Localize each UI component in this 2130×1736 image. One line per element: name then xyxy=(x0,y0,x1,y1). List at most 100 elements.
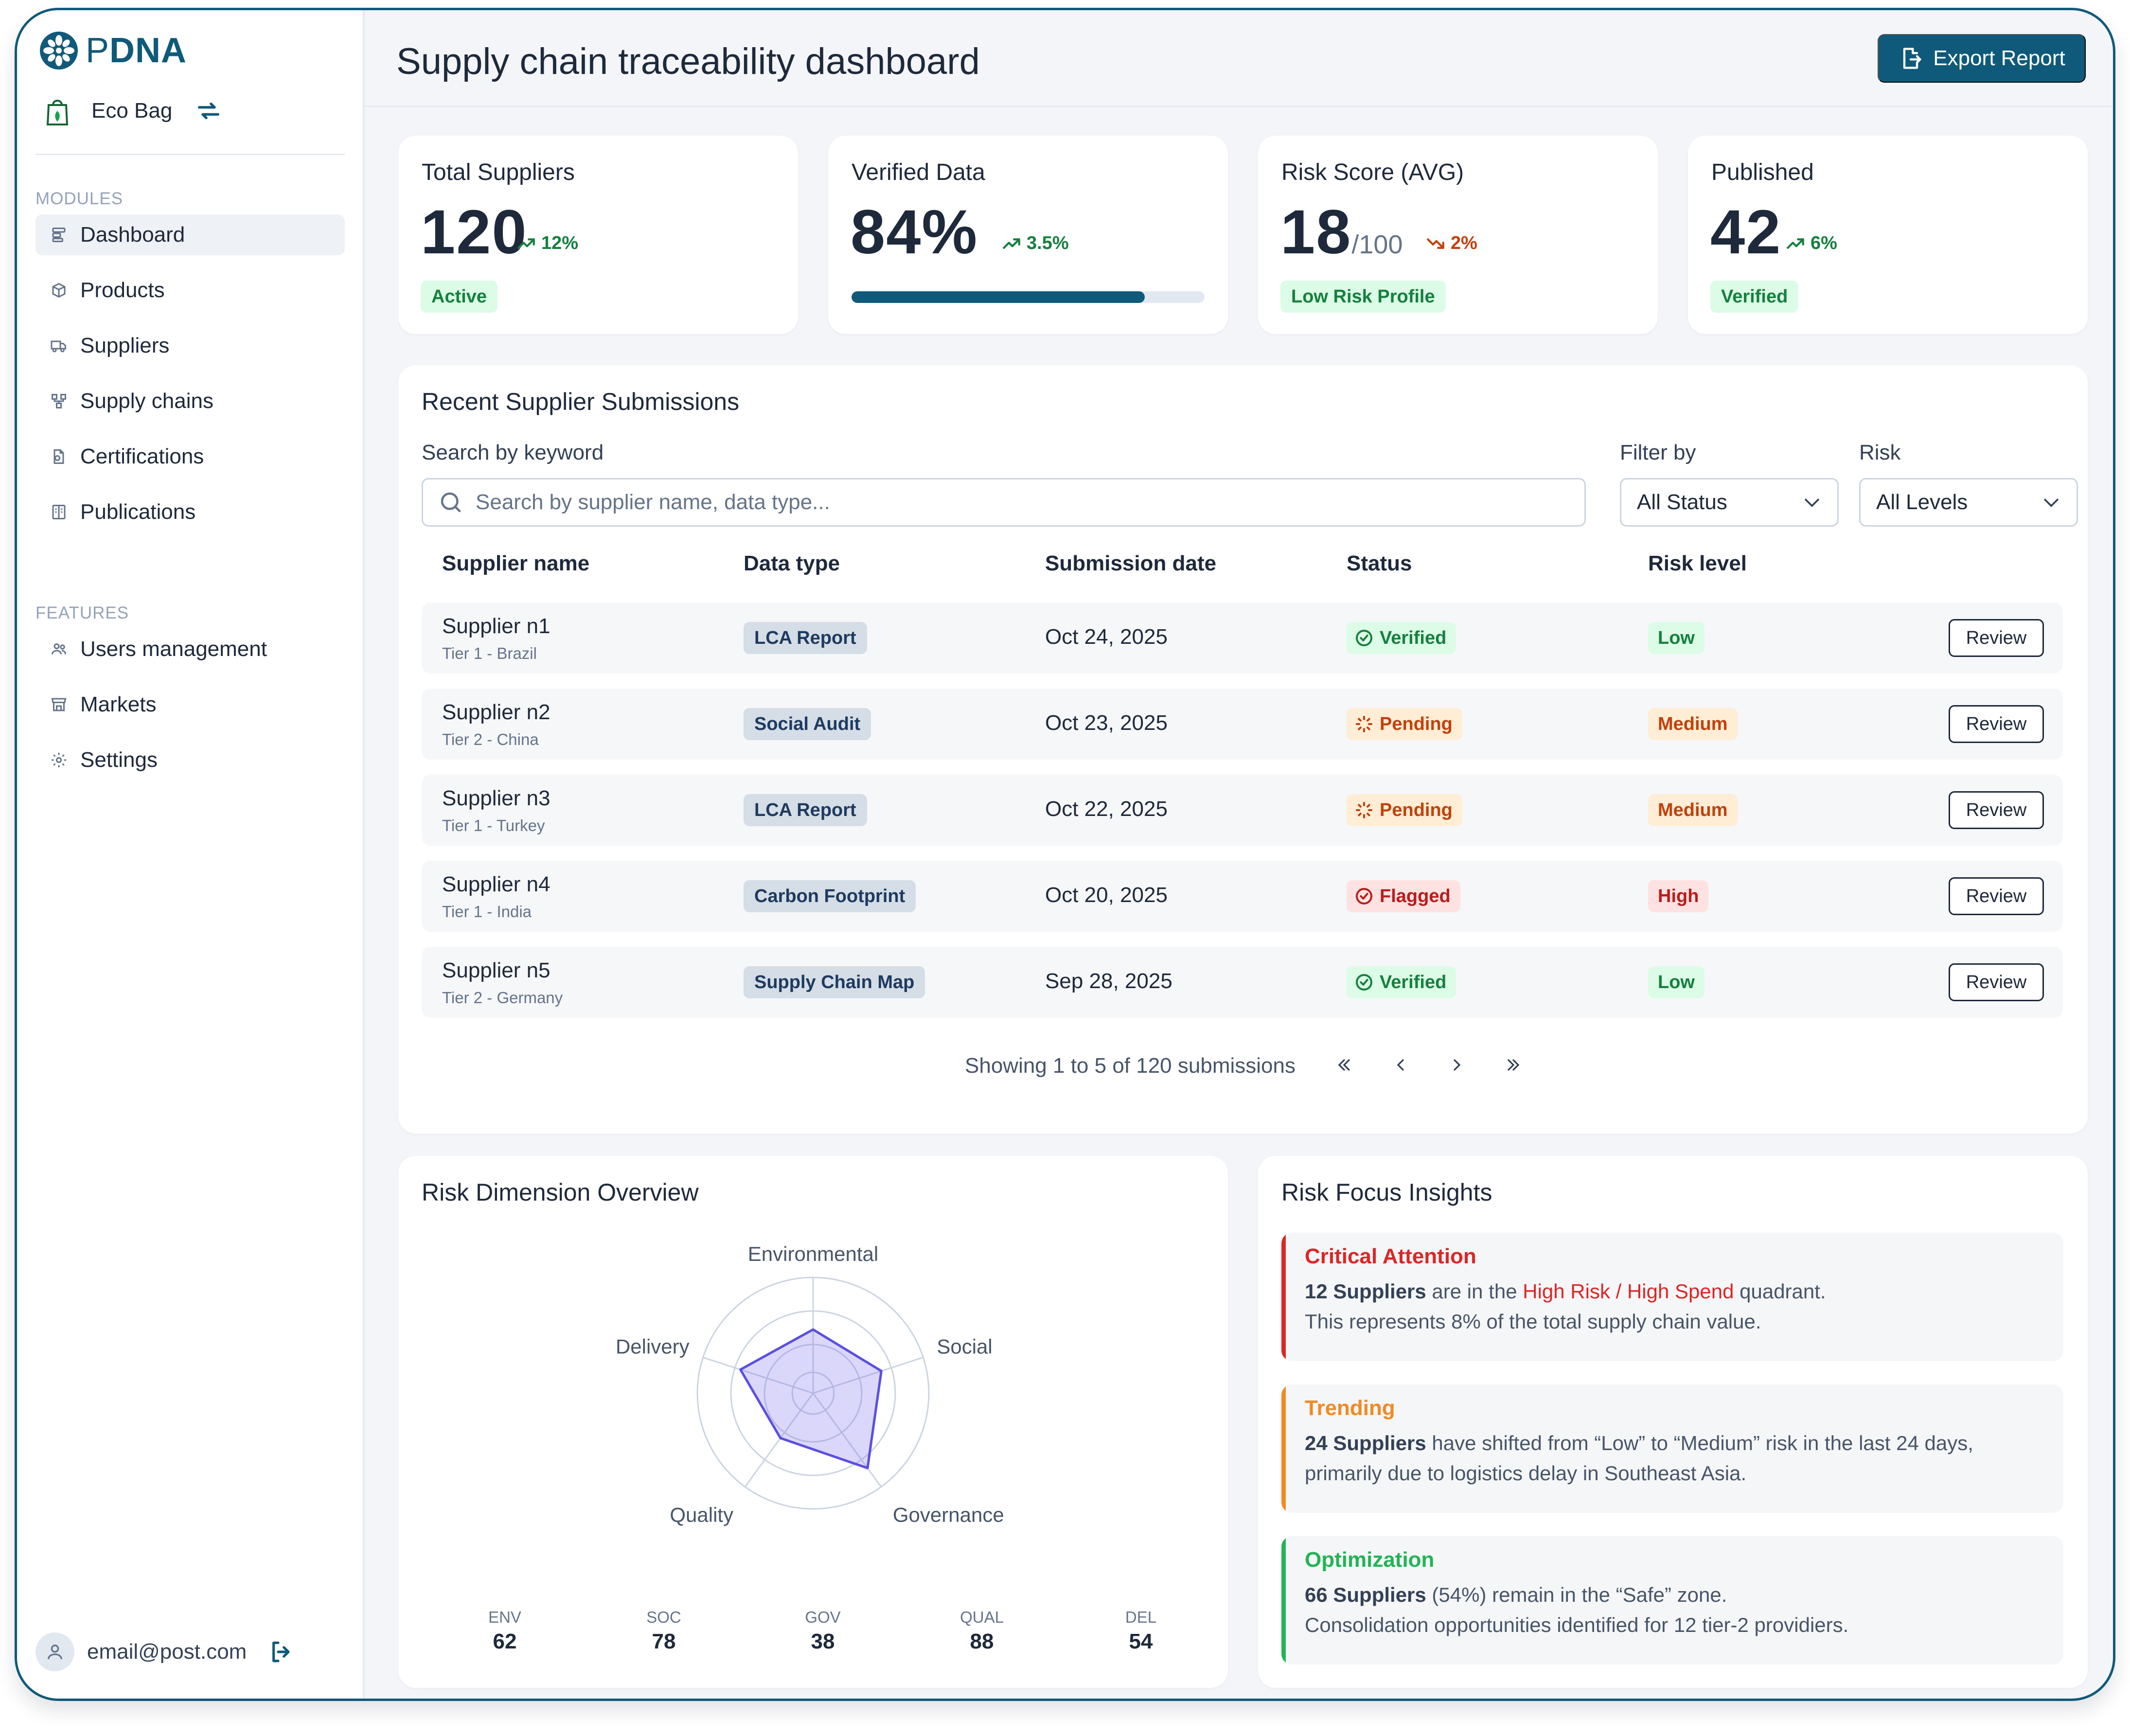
status-badge: Verified xyxy=(1347,622,1456,654)
export-label: Export Report xyxy=(1933,46,2065,70)
sidebar-item-suppliers[interactable]: Suppliers xyxy=(36,325,345,366)
risk-filter-select[interactable]: All Levels xyxy=(1859,478,2078,527)
table-row[interactable]: Supplier n3 Tier 1 - Turkey LCA Report O… xyxy=(422,775,2063,846)
app-logo[interactable]: PDNA xyxy=(39,31,187,71)
previous-page-button[interactable] xyxy=(1384,1048,1418,1082)
insight-optimization: Optimization 66 Suppliers (54%) remain i… xyxy=(1281,1536,2063,1665)
radar-chart: Environmental Social Governance Quality Deli… xyxy=(616,1242,1004,1526)
features-section-label: FEATURES xyxy=(36,603,129,622)
swap-icon[interactable] xyxy=(195,97,223,125)
supplier-tier: Tier 1 - Turkey xyxy=(442,816,545,834)
sidebar-item-label: Suppliers xyxy=(80,334,170,357)
table-row[interactable]: Supplier n5 Tier 2 - Germany Supply Chai… xyxy=(422,947,2063,1018)
truck-icon xyxy=(51,340,66,353)
radar-axis-label: Delivery xyxy=(616,1335,690,1358)
product-name: Eco Bag xyxy=(91,99,173,123)
sidebar-item-label: Products xyxy=(80,278,165,302)
pdna-logo-icon xyxy=(40,32,78,70)
insight-trending: Trending 24 Suppliers have shifted from … xyxy=(1281,1384,2063,1513)
data-type-badge: LCA Report xyxy=(744,794,867,826)
section-title: Risk Focus Insights xyxy=(1281,1179,1492,1206)
column-header-supplier[interactable]: Supplier name xyxy=(442,551,590,575)
insight-text-line: This represents 8% of the total supply c… xyxy=(1305,1310,1761,1333)
stat-value: 18/100 xyxy=(1280,196,1402,268)
sidebar-item-settings[interactable]: Settings xyxy=(36,740,345,780)
sidebar-item-products[interactable]: Products xyxy=(36,270,345,311)
first-page-button[interactable] xyxy=(1327,1048,1361,1082)
review-button[interactable]: Review xyxy=(1949,877,2044,915)
status-badge: Verified xyxy=(1347,966,1456,998)
metric-key: ENV xyxy=(488,1608,521,1626)
sidebar-item-dashboard[interactable]: Dashboard xyxy=(36,214,345,255)
search-label: Search by keyword xyxy=(422,441,604,464)
metric-value: 78 xyxy=(652,1630,676,1653)
column-header-date[interactable]: Submission date xyxy=(1045,551,1217,575)
trend-value: 6% xyxy=(1810,233,1837,253)
stat-card-risk-score: Risk Score (AVG) 18/100 2% Low Risk Prof… xyxy=(1258,136,1658,334)
check-circle-icon xyxy=(1356,630,1372,646)
next-page-button[interactable] xyxy=(1440,1048,1474,1082)
stat-value: 84% xyxy=(851,197,978,267)
supplier-name: Supplier n5 xyxy=(442,958,550,982)
review-button[interactable]: Review xyxy=(1949,791,2044,829)
column-header-status[interactable]: Status xyxy=(1347,551,1412,575)
metric-env: ENV 62 xyxy=(456,1608,553,1654)
radar-series-area xyxy=(739,1328,883,1470)
metric-key: SOC xyxy=(646,1608,681,1626)
data-type-badge: Carbon Footprint xyxy=(744,880,916,912)
gear-icon xyxy=(52,753,66,767)
search-input[interactable] xyxy=(476,490,1545,514)
table-row[interactable]: Supplier n1 Tier 1 - Brazil LCA Report O… xyxy=(422,602,2063,673)
bag-icon xyxy=(46,100,69,125)
sidebar-item-certifications[interactable]: Certifications xyxy=(36,436,345,477)
radar-axis-line xyxy=(812,1393,882,1488)
insight-critical-attention: Critical Attention 12 Suppliers are in t… xyxy=(1281,1233,2063,1361)
export-report-button[interactable]: Export Report xyxy=(1878,34,2086,83)
insight-text-line: primarily due to logistics delay in Sout… xyxy=(1305,1462,1747,1485)
radar-axis-label: Social xyxy=(937,1335,992,1358)
dashboard-icon xyxy=(52,228,66,242)
column-header-data-type[interactable]: Data type xyxy=(744,551,840,575)
trending-up-icon xyxy=(1003,238,1020,249)
trend-indicator: 2% xyxy=(1425,233,1477,254)
radar-axis-line xyxy=(813,1357,923,1394)
submission-date: Oct 20, 2025 xyxy=(1045,883,1168,907)
status-filter-value: All Status xyxy=(1637,490,1727,514)
logout-icon[interactable] xyxy=(268,1638,295,1665)
status-filter-select[interactable]: All Status xyxy=(1620,478,1839,527)
user-profile: email@post.com xyxy=(36,1632,295,1671)
table-row[interactable]: Supplier n2 Tier 2 - China Social Audit … xyxy=(422,689,2063,760)
trend-indicator: 6% xyxy=(1785,233,1837,254)
supplier-tier: Tier 1 - Brazil xyxy=(442,644,537,662)
submission-date: Sep 28, 2025 xyxy=(1045,969,1172,993)
review-button[interactable]: Review xyxy=(1949,705,2044,743)
status-badge: Pending xyxy=(1347,794,1462,826)
avatar[interactable] xyxy=(36,1632,74,1671)
last-page-button[interactable] xyxy=(1496,1048,1530,1082)
search-field[interactable] xyxy=(422,478,1586,527)
risk-dimension-card: Risk Dimension Overview Environmental Soc… xyxy=(398,1156,1228,1688)
modules-section-label: MODULES xyxy=(36,189,124,208)
insight-text-part: (54%) remain in the “Safe” zone. xyxy=(1426,1583,1727,1606)
sidebar-item-users-management[interactable]: Users management xyxy=(36,629,345,670)
column-header-risk[interactable]: Risk level xyxy=(1648,551,1747,575)
review-button[interactable]: Review xyxy=(1949,963,2044,1001)
metric-value: 62 xyxy=(493,1630,517,1653)
risk-score-value: 18 xyxy=(1280,197,1352,267)
insight-text-line: Consolidation opportunities identified f… xyxy=(1305,1613,1849,1636)
table-row[interactable]: Supplier n4 Tier 1 - India Carbon Footpr… xyxy=(422,861,2063,932)
product-switcher[interactable]: Eco Bag xyxy=(44,95,223,126)
supplier-tier: Tier 1 - India xyxy=(442,903,532,921)
radar-axis-label: Governance xyxy=(893,1504,1004,1526)
status-badge: Pending xyxy=(1347,708,1462,740)
risk-badge: Medium xyxy=(1648,794,1738,826)
sidebar-item-supply-chains[interactable]: Supply chains xyxy=(36,381,345,422)
supplier-name: Supplier n2 xyxy=(442,700,550,724)
insight-text: 66 Suppliers (54%) remain in the “Safe” … xyxy=(1305,1580,1848,1640)
submission-date: Oct 23, 2025 xyxy=(1045,711,1168,735)
chevrons-left-icon xyxy=(1338,1059,1350,1071)
filter-label: Filter by xyxy=(1620,441,1696,464)
review-button[interactable]: Review xyxy=(1949,619,2044,657)
sidebar-item-publications[interactable]: Publications xyxy=(36,492,345,532)
sidebar-item-markets[interactable]: Markets xyxy=(36,684,345,725)
